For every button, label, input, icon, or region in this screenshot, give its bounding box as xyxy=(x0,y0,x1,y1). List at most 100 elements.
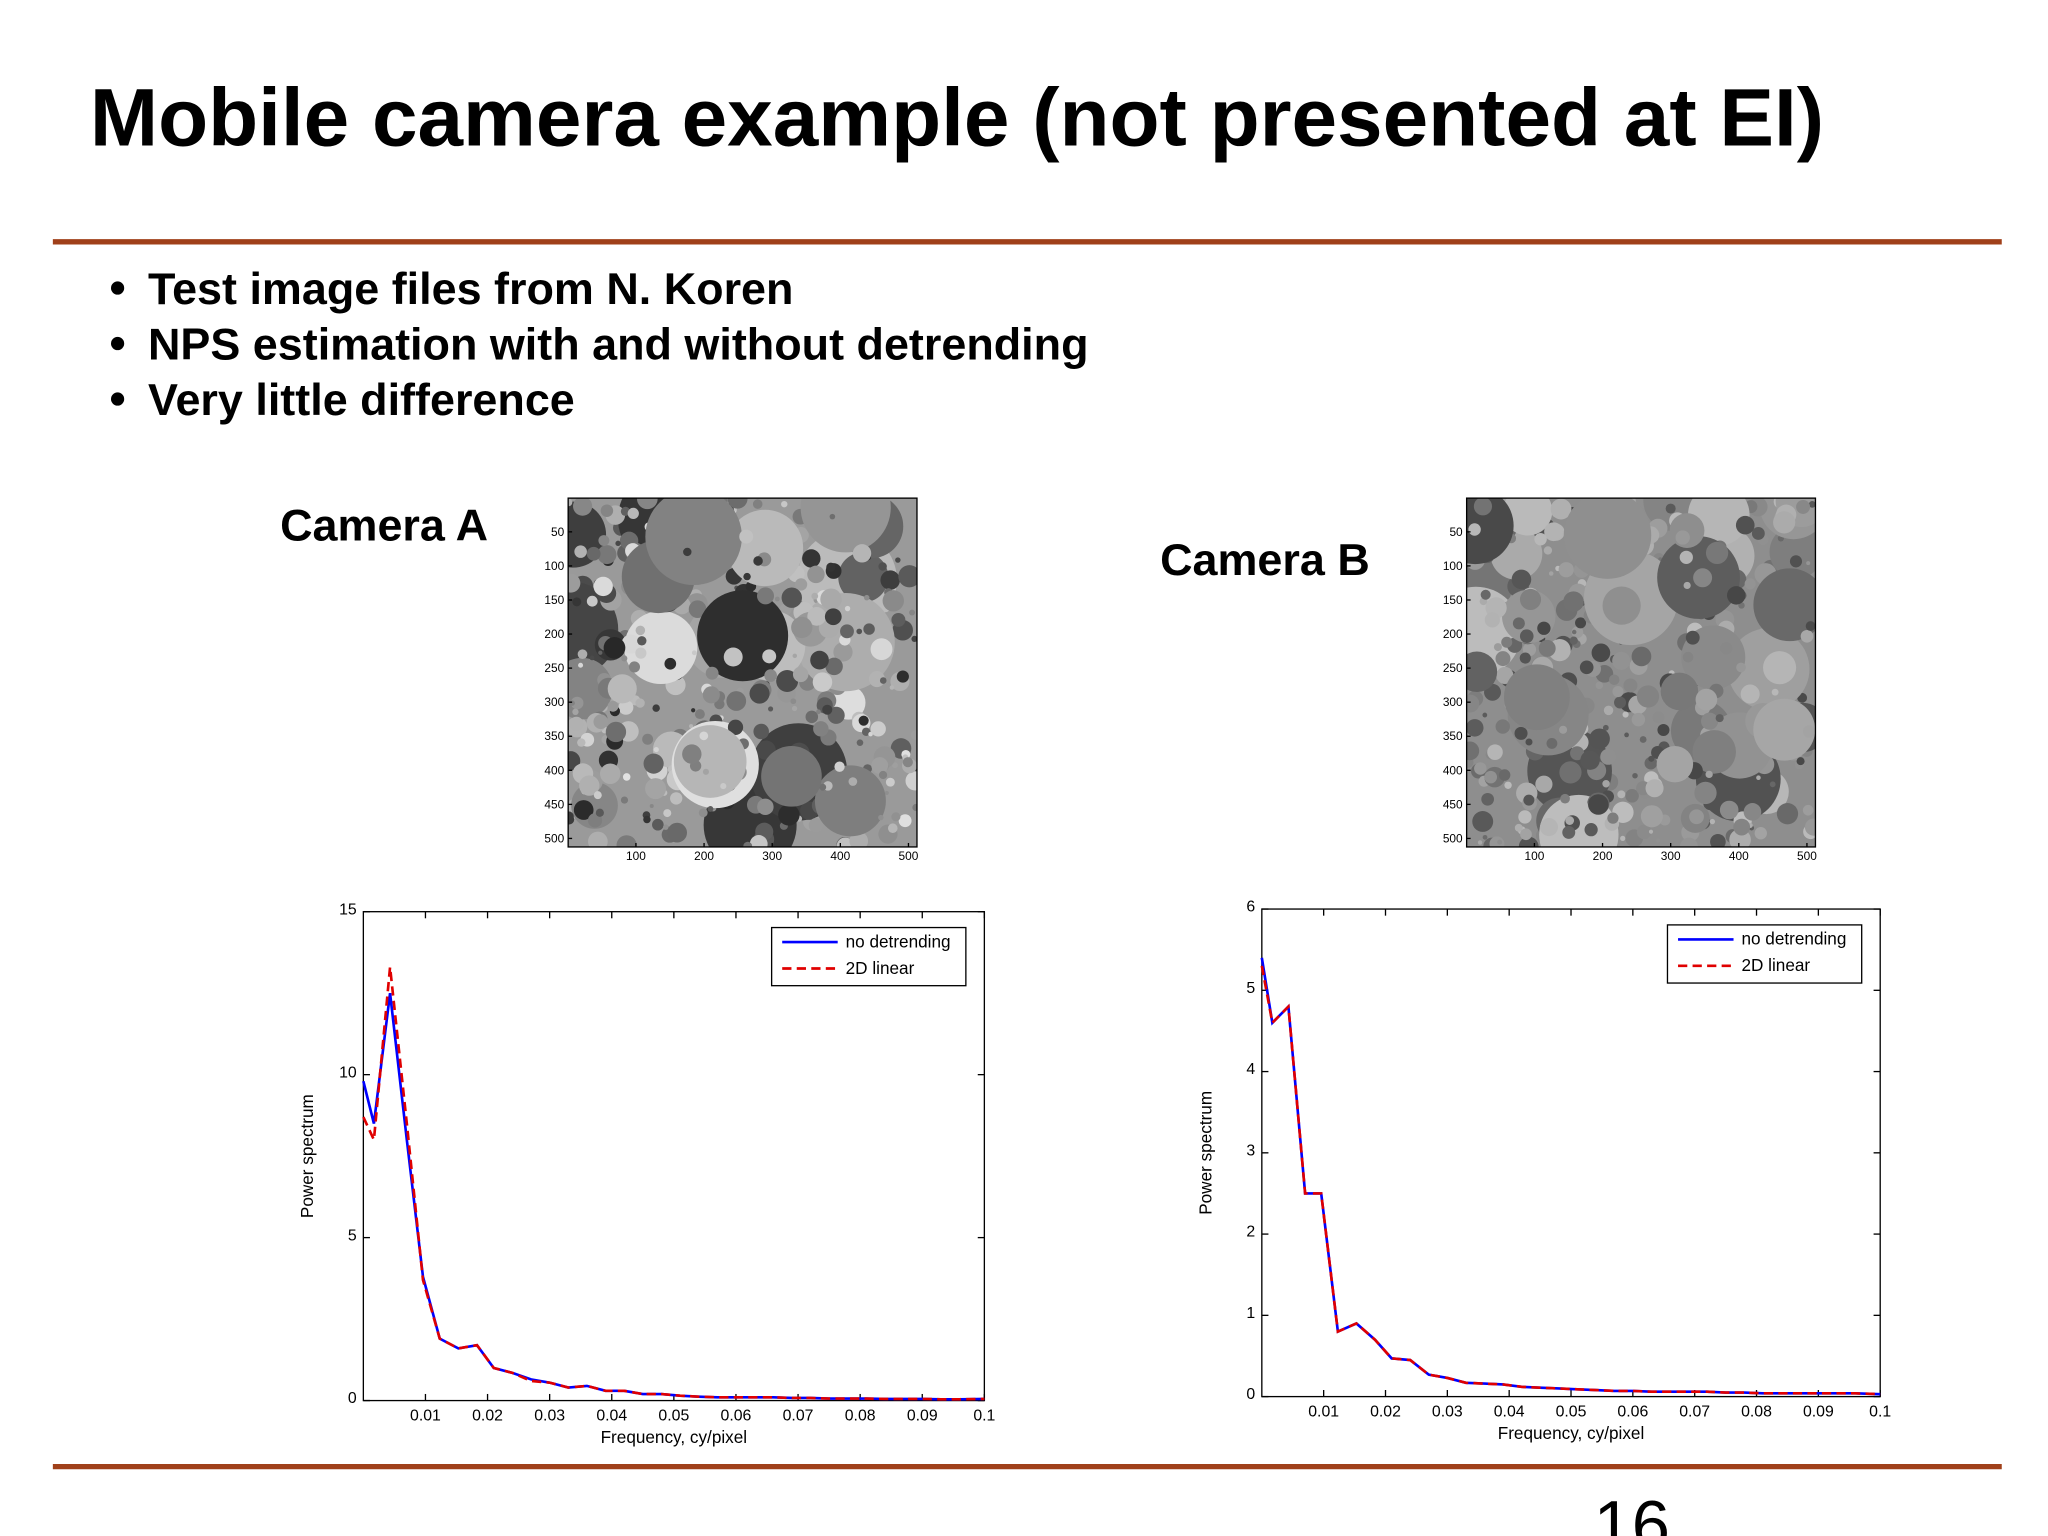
x-tick-label: 0.07 xyxy=(783,1407,814,1424)
image-x-tick-label: 400 xyxy=(830,849,850,863)
texture-circle xyxy=(607,674,637,704)
x-tick-label: 0.01 xyxy=(1308,1403,1339,1420)
texture-circle xyxy=(856,628,863,635)
texture-circle xyxy=(1571,629,1577,635)
texture-circle xyxy=(1769,781,1776,788)
texture-circle xyxy=(1550,498,1572,520)
texture-circle xyxy=(603,637,626,659)
texture-circle xyxy=(1466,719,1484,737)
texture-circle xyxy=(1726,586,1746,605)
image-y-tick-label: 300 xyxy=(544,695,564,709)
page-number: 16 xyxy=(1594,1487,1670,1536)
image-y-tick-label: 250 xyxy=(1443,661,1463,675)
texture-circle xyxy=(898,565,917,588)
texture-circle xyxy=(579,775,600,796)
x-tick-label: 0.03 xyxy=(534,1407,565,1424)
texture-circle xyxy=(616,835,637,847)
texture-circle xyxy=(861,727,871,736)
texture-circle xyxy=(878,770,888,780)
texture-circle xyxy=(814,765,886,837)
texture-circle xyxy=(1495,651,1511,667)
texture-circle xyxy=(1575,617,1587,629)
texture-circle xyxy=(812,672,833,692)
texture-circle xyxy=(1709,818,1716,825)
texture-circle xyxy=(1675,530,1690,545)
texture-circle xyxy=(577,649,588,660)
texture-circle xyxy=(822,704,833,715)
image-x-tick-label: 500 xyxy=(1797,849,1817,863)
texture-circle xyxy=(577,738,586,747)
texture-circle xyxy=(1558,562,1574,578)
texture-circle xyxy=(1548,571,1554,576)
image-y-tick-label: 500 xyxy=(544,831,564,845)
texture-circle xyxy=(826,562,836,572)
texture-circle xyxy=(664,657,677,670)
texture-circle xyxy=(1622,711,1629,718)
texture-circle xyxy=(905,771,917,791)
texture-circle xyxy=(618,699,634,715)
texture-circle xyxy=(1602,779,1610,788)
x-tick-label: 0.05 xyxy=(658,1407,689,1424)
texture-circle xyxy=(1754,827,1767,840)
texture-circle xyxy=(870,638,893,661)
texture-circle xyxy=(689,724,694,729)
texture-circle xyxy=(1751,527,1765,540)
texture-circle xyxy=(1607,812,1619,824)
texture-circle xyxy=(597,545,617,565)
texture-circle xyxy=(1569,636,1578,645)
y-tick-label: 0 xyxy=(1246,1386,1255,1403)
x-tick-label: 0.02 xyxy=(472,1407,503,1424)
texture-circle xyxy=(852,544,872,563)
texture-circle xyxy=(739,529,754,544)
image-y-tick-label: 450 xyxy=(1443,797,1463,811)
texture-circle xyxy=(1504,781,1512,789)
texture-circle xyxy=(1466,651,1498,693)
texture-circle xyxy=(807,607,827,626)
texture-circle xyxy=(1740,684,1760,704)
texture-circle xyxy=(699,731,709,741)
texture-circle xyxy=(726,509,804,587)
x-tick-label: 0.06 xyxy=(1617,1403,1648,1420)
texture-circle xyxy=(1665,503,1676,514)
texture-circle xyxy=(652,818,664,831)
legend-box xyxy=(1666,924,1863,984)
texture-circle xyxy=(1519,652,1531,664)
texture-circle xyxy=(1771,688,1779,696)
y-tick-label: 15 xyxy=(339,901,357,918)
texture-circle xyxy=(1525,738,1533,746)
x-tick-label: 0.04 xyxy=(596,1407,627,1424)
texture-circle xyxy=(1480,589,1491,600)
texture-circle xyxy=(800,498,891,553)
texture-circle xyxy=(1487,744,1503,760)
texture-circle xyxy=(1735,515,1755,535)
texture-circle xyxy=(691,650,697,656)
texture-circle xyxy=(649,804,654,809)
texture-circle xyxy=(909,609,916,616)
texture-circle xyxy=(868,671,885,688)
texture-circle xyxy=(586,546,601,561)
texture-circle xyxy=(880,570,900,590)
texture-circle xyxy=(1591,643,1611,663)
texture-circle xyxy=(1511,569,1532,590)
image-y-tick-label: 100 xyxy=(1443,559,1463,573)
y-tick-label: 0 xyxy=(348,1390,357,1407)
image-y-tick-label: 250 xyxy=(544,661,564,675)
texture-circle xyxy=(1482,712,1488,718)
texture-circle xyxy=(912,803,917,812)
texture-circle xyxy=(621,655,628,662)
texture-circle xyxy=(628,661,640,673)
texture-circle xyxy=(1743,803,1762,821)
images: 100 200 300 400 500 50 100 150 200 250 300 350 400 45… xyxy=(544,497,1817,863)
texture-circle xyxy=(1538,639,1556,657)
image-y-tick-label: 150 xyxy=(1443,593,1463,607)
legend-label: 2D linear xyxy=(846,958,915,978)
image-y-tick-label: 350 xyxy=(544,729,564,743)
texture-circle xyxy=(848,777,858,786)
texture-circle xyxy=(1468,523,1481,536)
texture-circle xyxy=(882,590,904,612)
texture-circle xyxy=(1655,838,1661,843)
texture-circle xyxy=(595,808,604,817)
plot-area xyxy=(362,911,986,1402)
image-y-tick-label: 100 xyxy=(544,559,564,573)
